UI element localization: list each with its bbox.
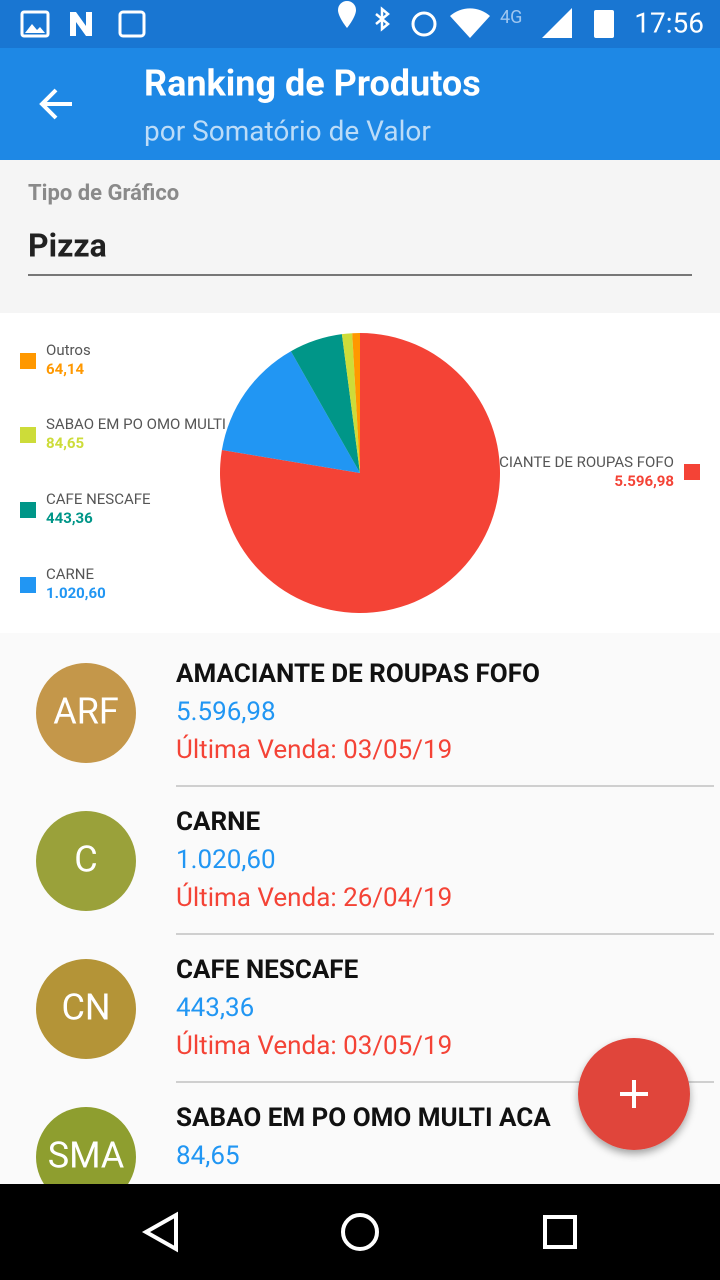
avatar-initials: SMA (48, 1135, 125, 1177)
legend-value: 64,14 (46, 360, 85, 378)
pie-slice (219, 333, 500, 614)
avatar (36, 959, 136, 1059)
selector-panel (0, 160, 720, 313)
avatar-initials: CN (61, 987, 110, 1029)
avatar (36, 663, 136, 763)
avatar-initials: ARF (53, 691, 119, 733)
legend-label: SABAO EM PO OMO MULTI ACA (46, 415, 259, 433)
avatar (36, 1107, 136, 1184)
pie-slice (352, 333, 360, 473)
legend-label: CAFE NESCAFE (46, 490, 151, 508)
app-subtitle: por Somatório de Valor (144, 114, 431, 147)
product-value: 443,36 (176, 993, 254, 1023)
product-value: 84,65 (176, 1141, 240, 1171)
app-title: Ranking de Produtos (144, 63, 481, 105)
last-sale: Última Venda: 03/05/19 (176, 1030, 452, 1061)
pie-slice (341, 333, 360, 473)
product-name: SABAO EM PO OMO MULTI ACA (176, 1103, 551, 1133)
last-sale: Última Venda: 03/05/19 (176, 734, 452, 765)
list-item[interactable]: SMA SABAO EM PO OMO MULTI ACA 84,65 (36, 1103, 714, 1230)
legend-swatch (684, 464, 700, 480)
pie-slice (221, 351, 360, 473)
product-value: 5.596,98 (176, 697, 276, 727)
list-item[interactable]: C CARNE 1.020,60 Última Venda: 26/04/19 (36, 807, 714, 935)
avatar (36, 811, 136, 911)
legend-swatch (20, 502, 36, 518)
legend-swatch (20, 427, 36, 443)
legend-value: 1.020,60 (46, 584, 106, 602)
legend-label: Outros (46, 341, 91, 359)
pie-slice (290, 334, 360, 473)
product-list: ARF AMACIANTE DE ROUPAS FOFO 5.596,98 Últim… (36, 659, 714, 1230)
field-label: Tipo de Gráfico (28, 181, 179, 206)
legend-value: 443,36 (46, 509, 93, 527)
last-sale: Última Venda: 26/04/19 (176, 882, 452, 913)
product-name: CARNE (176, 807, 260, 837)
network-type: 4G (500, 7, 522, 28)
legend-swatch (20, 353, 36, 369)
product-name: AMACIANTE DE ROUPAS FOFO (176, 659, 540, 689)
legend-swatch (20, 577, 36, 593)
nav-back[interactable] (141, 1211, 178, 1253)
legend-label: AMACIANTE DE ROUPAS FOFO (466, 453, 674, 471)
legend-label: CARNE (46, 565, 94, 583)
nav-recents[interactable] (543, 1215, 577, 1249)
navigation-bar (0, 1184, 720, 1280)
product-name: CAFE NESCAFE (176, 955, 359, 985)
legend-value: 84,65 (46, 434, 84, 452)
status-icons (20, 1, 614, 38)
product-value: 1.020,60 (176, 845, 276, 875)
avatar-initials: C (74, 839, 97, 881)
legend-value: 5.596,98 (614, 472, 674, 490)
app-bar (0, 48, 720, 160)
pie-chart (219, 333, 500, 614)
back-button[interactable] (39, 88, 72, 120)
list-item[interactable]: ARF AMACIANTE DE ROUPAS FOFO 5.596,98 Últim… (36, 659, 714, 787)
list-item[interactable]: CN CAFE NESCAFE 443,36 Última Venda: 03/05/… (36, 955, 714, 1083)
clock: 17:56 (634, 6, 704, 39)
field-value[interactable]: Pizza (28, 226, 107, 264)
add-button[interactable] (578, 1038, 690, 1150)
nav-home[interactable] (341, 1213, 379, 1251)
